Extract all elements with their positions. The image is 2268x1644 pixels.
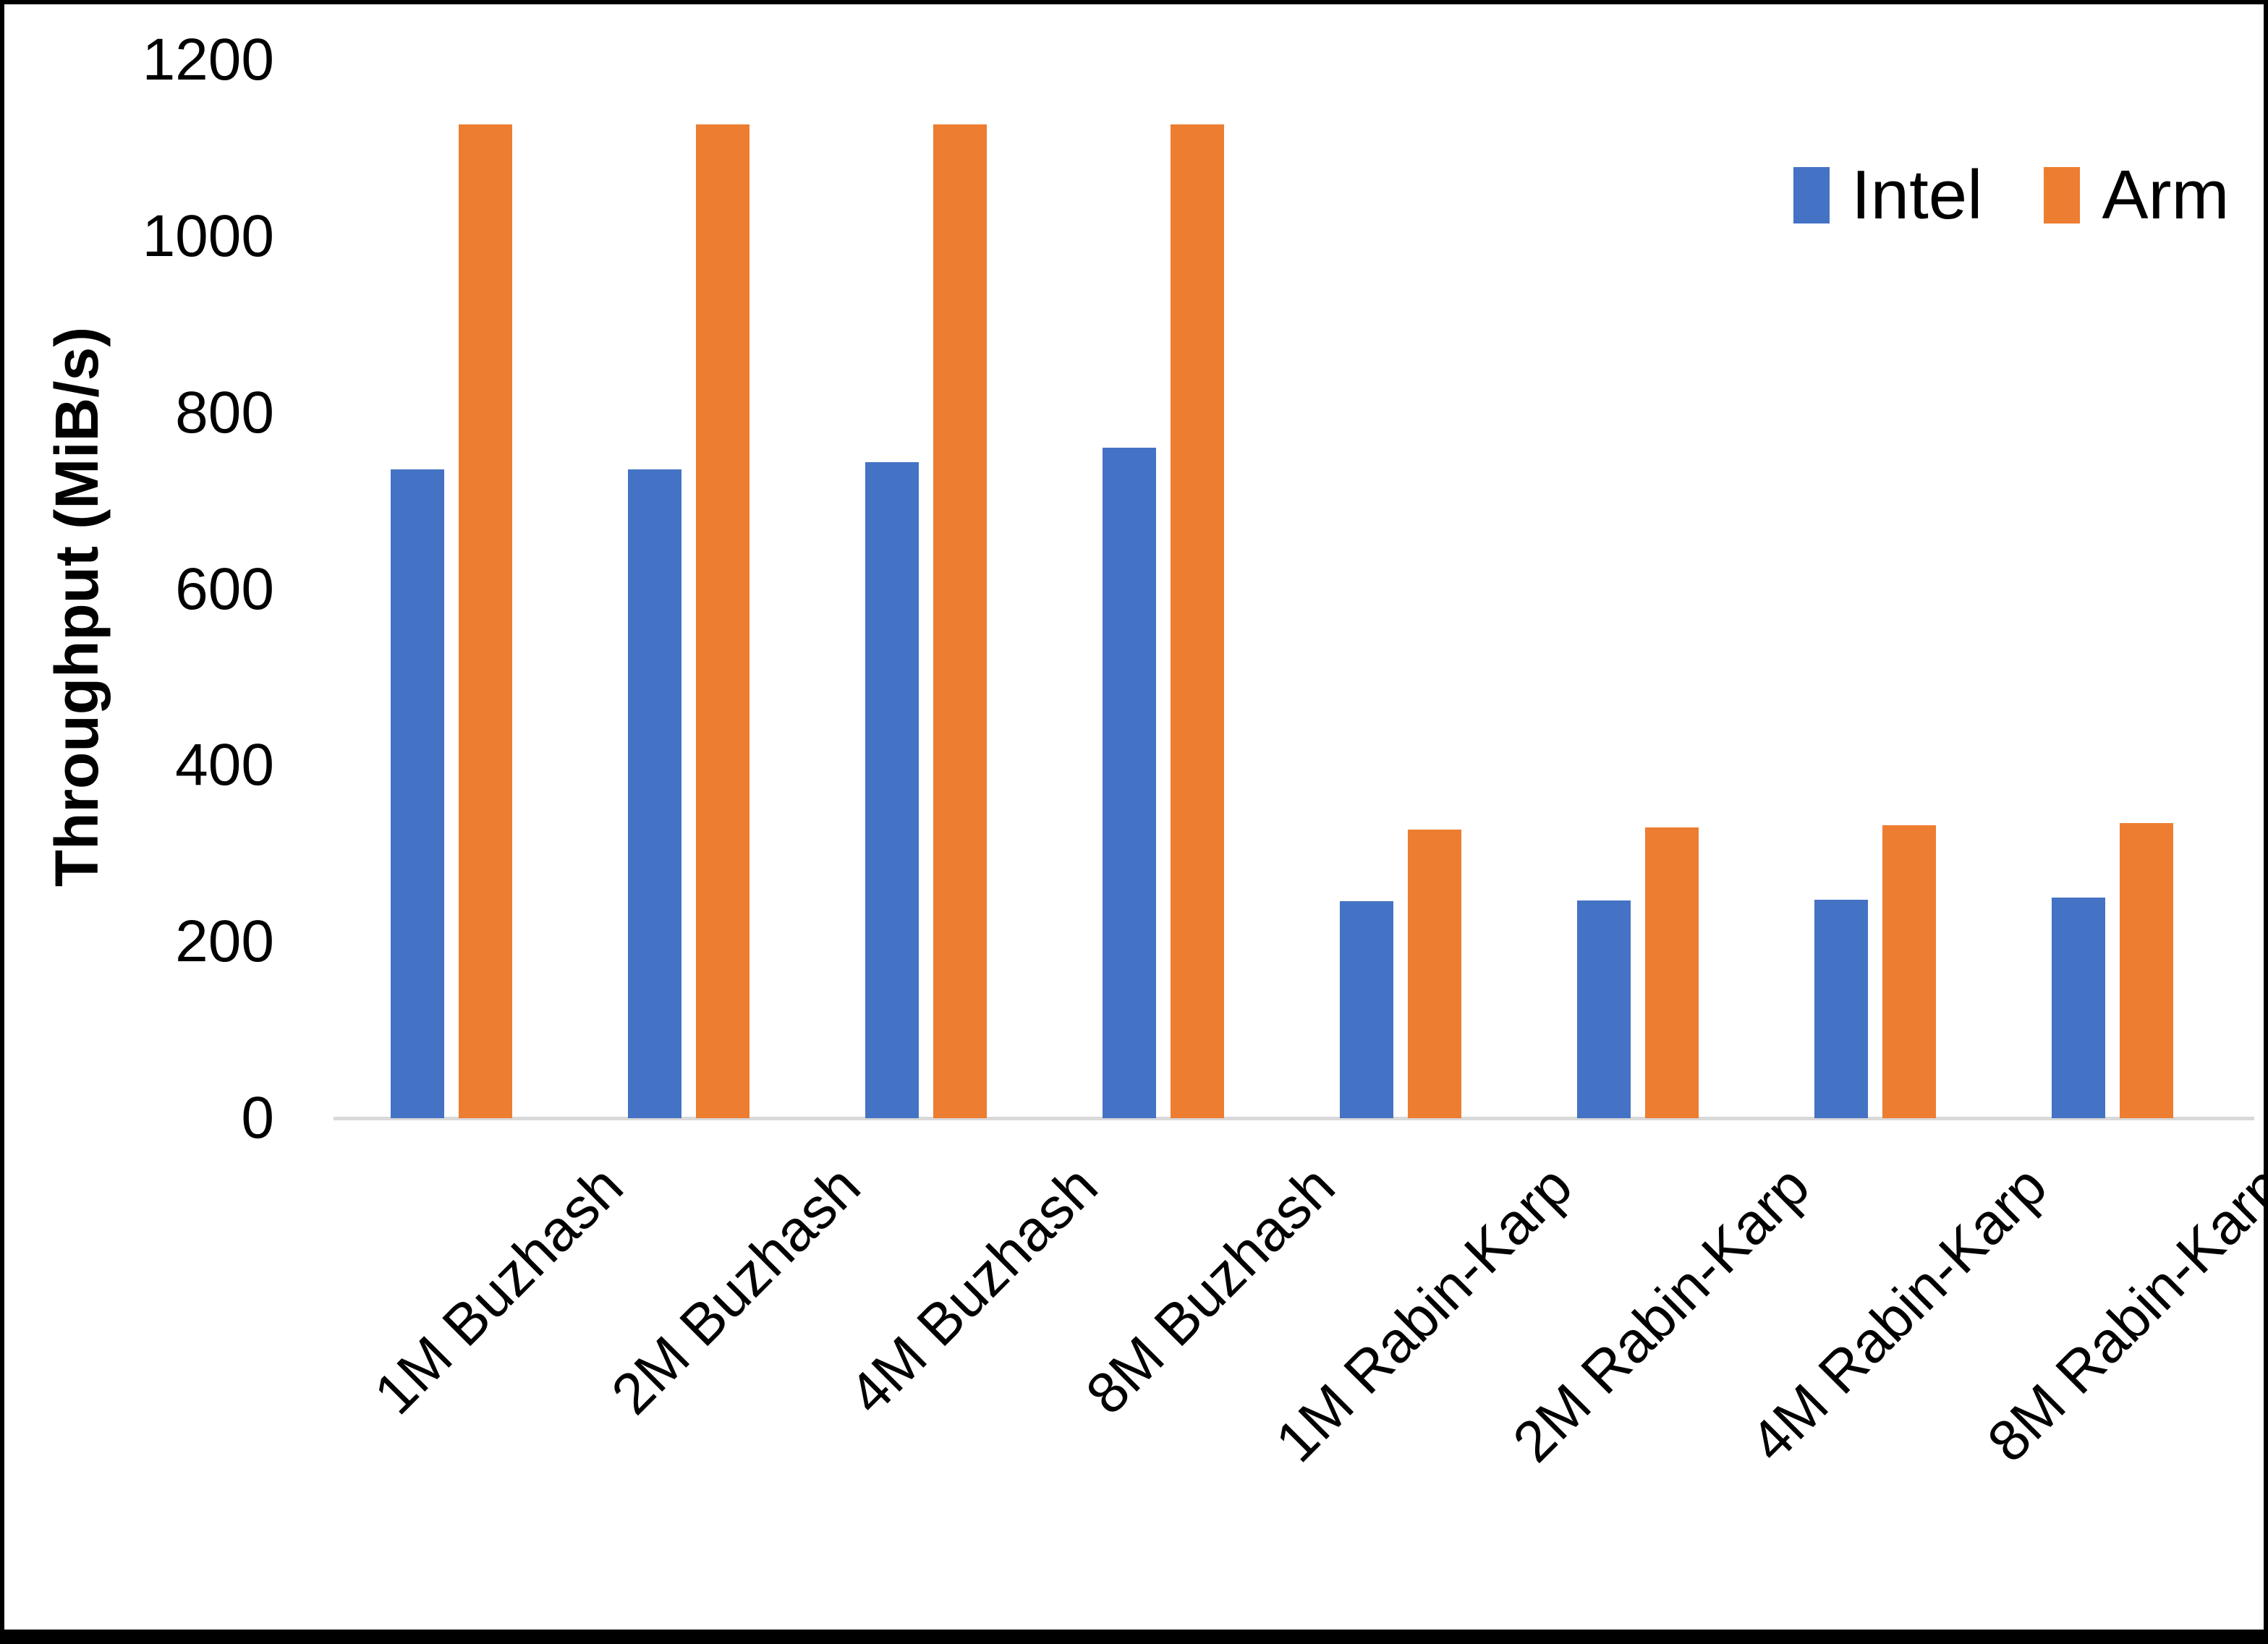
bar-arm-4m-buzhash (933, 124, 987, 1118)
x-axis-label-2m-buzhash: 2M Buzhash (599, 1153, 872, 1427)
bar-arm-2m-rabin-karp (1645, 827, 1699, 1118)
bar-arm-2m-buzhash (696, 124, 749, 1118)
bar-arm-8m-rabin-karp (2120, 823, 2173, 1118)
y-axis-tick-200: 200 (175, 908, 274, 975)
y-axis-tick-0: 0 (241, 1085, 274, 1151)
bar-arm-1m-rabin-karp (1408, 830, 1461, 1118)
x-axis-label-2m-rabin-karp: 2M Rabin-Karp (1500, 1153, 1822, 1475)
bar-arm-4m-rabin-karp (1882, 825, 1936, 1118)
bar-intel-2m-buzhash (628, 469, 681, 1118)
legend-label-arm: Arm (2102, 156, 2230, 234)
legend-item-arm: Arm (2044, 161, 2229, 230)
legend-label-intel: Intel (1851, 156, 1983, 234)
bar-arm-8m-buzhash (1171, 124, 1224, 1118)
bar-intel-2m-rabin-karp (1577, 900, 1631, 1118)
bar-intel-8m-buzhash (1103, 448, 1156, 1118)
x-axis-label-4m-buzhash: 4M Buzhash (836, 1153, 1110, 1427)
bar-intel-1m-buzhash (391, 469, 444, 1118)
legend-item-intel: Intel (1793, 161, 1982, 230)
bar-arm-1m-buzhash (459, 124, 512, 1118)
bar-intel-4m-buzhash (865, 462, 919, 1118)
bar-intel-8m-rabin-karp (2052, 898, 2105, 1118)
y-axis-tick-600: 600 (175, 555, 274, 622)
y-axis-tick-400: 400 (175, 732, 274, 798)
legend-swatch-arm-icon (2044, 167, 2081, 223)
legend-swatch-intel-icon (1793, 167, 1830, 223)
x-axis-label-8m-buzhash: 8M Buzhash (1074, 1153, 1347, 1427)
x-axis-label-1m-rabin-karp: 1M Rabin-Karp (1263, 1153, 1584, 1475)
x-axis-label-1m-buzhash: 1M Buzhash (362, 1153, 635, 1427)
y-axis-tick-800: 800 (175, 379, 274, 446)
y-axis-tick-1200: 1200 (142, 27, 274, 93)
x-axis-label-4m-rabin-karp: 4M Rabin-Karp (1738, 1153, 2059, 1475)
x-axis-line (334, 1117, 2254, 1120)
legend: Intel Arm (1793, 161, 2229, 230)
bar-intel-4m-rabin-karp (1814, 900, 1868, 1118)
y-axis-tick-1000: 1000 (142, 203, 274, 269)
bar-intel-1m-rabin-karp (1340, 901, 1393, 1118)
